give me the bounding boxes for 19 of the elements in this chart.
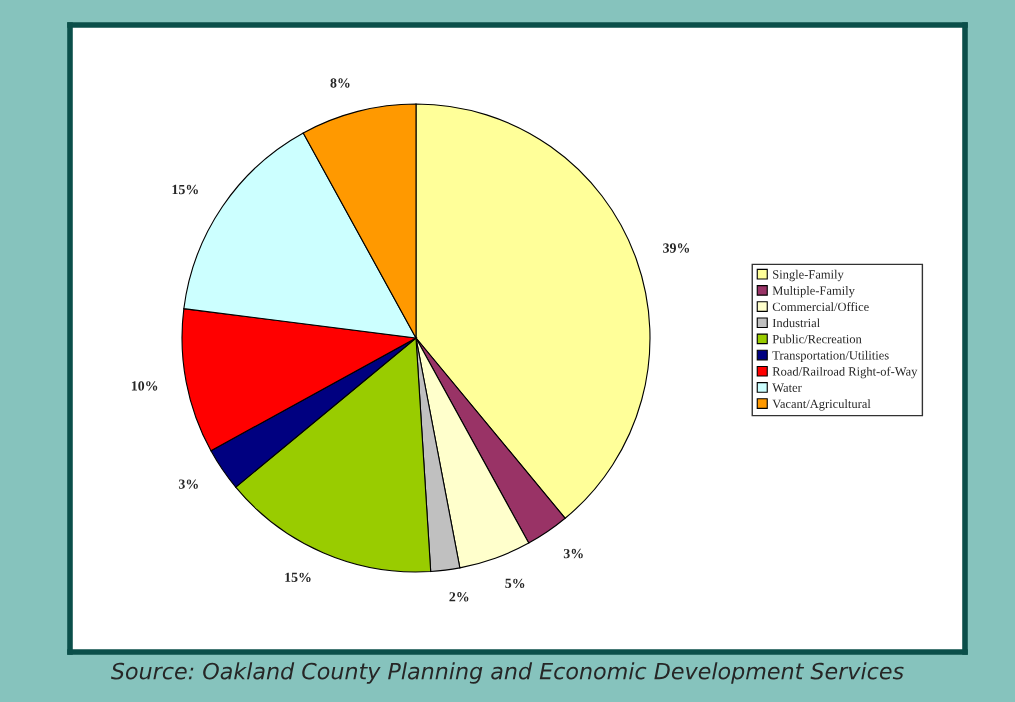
legend-label: Vacant/Agricultural [772, 399, 871, 411]
legend-label: Public/Recreation [772, 334, 862, 344]
legend-label: Single-Family [773, 269, 844, 282]
data-label: 2% [449, 592, 469, 602]
legend-label: Multiple-Family [772, 286, 855, 298]
data-label: 5% [505, 578, 525, 589]
legend-label: Transportation/Utilities [772, 350, 889, 363]
data-label: 39% [663, 243, 690, 253]
data-label: 15% [285, 572, 311, 583]
legend-label: Water [772, 383, 802, 392]
source-note: Source: Oakland County Planning and Economic Development Services [111, 662, 904, 684]
data-label: 10% [131, 381, 158, 391]
data-label: 8% [330, 78, 350, 88]
legend-label: Industrial [772, 318, 820, 328]
data-label: 15% [172, 184, 198, 195]
legend-label: Commercial/Office [772, 302, 869, 312]
data-label: 3% [563, 548, 583, 559]
legend-label: Road/Railroad Right-of-Way [772, 366, 918, 379]
data-label: 3% [178, 479, 198, 489]
